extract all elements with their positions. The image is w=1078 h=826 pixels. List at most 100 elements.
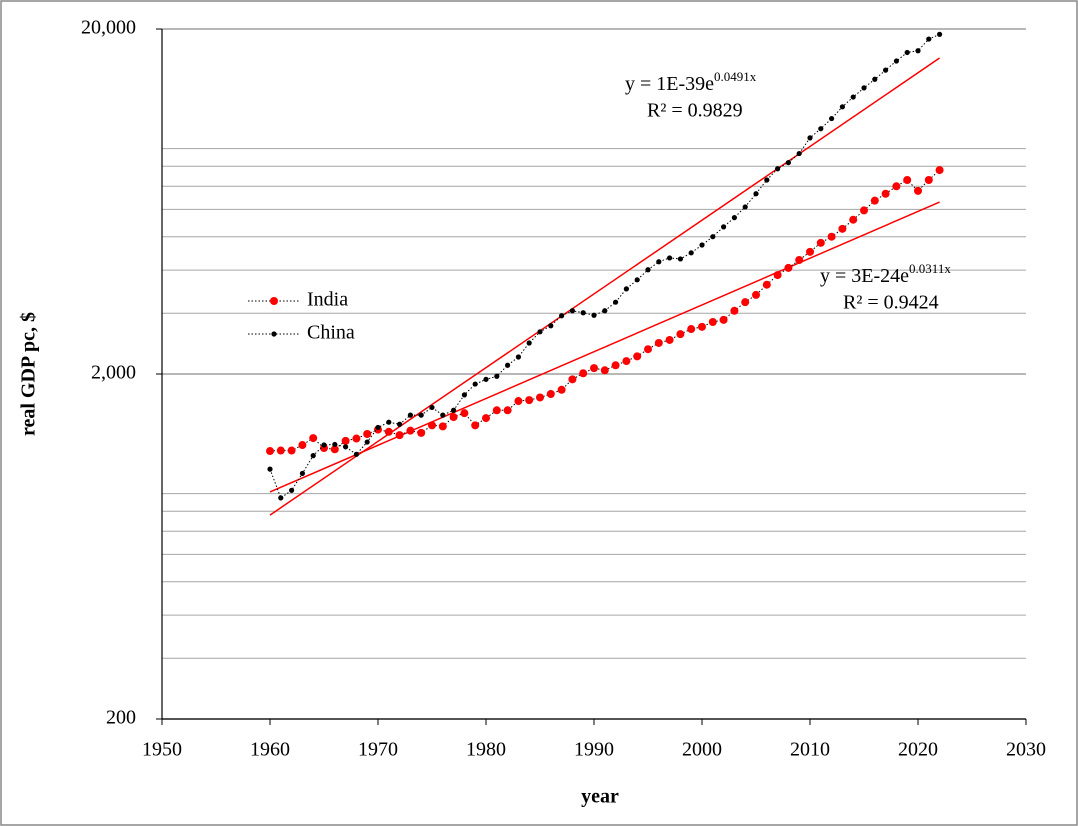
data-point [460, 409, 469, 418]
x-tick-label: 2020 [898, 739, 938, 761]
data-point [353, 451, 359, 457]
data-point [623, 286, 630, 292]
x-tick-label: 1960 [250, 739, 290, 761]
data-point [665, 335, 674, 344]
data-point [710, 234, 716, 240]
data-point [363, 430, 372, 439]
data-point [418, 412, 424, 418]
y-tick-label: 2,000 [91, 362, 136, 384]
data-point [860, 206, 868, 215]
data-point [278, 495, 284, 501]
x-tick-label: 1970 [358, 739, 398, 761]
data-point [482, 414, 490, 423]
data-point [267, 466, 273, 472]
data-point [461, 392, 467, 398]
data-point [503, 406, 512, 415]
data-point [839, 104, 846, 110]
data-point [838, 224, 847, 233]
data-point [775, 166, 781, 172]
trend-equation: y = 3E-24e0.0311x [820, 261, 951, 287]
data-point [773, 271, 782, 280]
data-point [299, 470, 305, 477]
data-point [633, 352, 642, 361]
data-point [731, 215, 738, 221]
data-point [904, 49, 910, 56]
legend-label: China [307, 322, 355, 344]
data-point [472, 381, 478, 387]
data-point [514, 397, 523, 406]
data-point [656, 259, 662, 265]
equation-exponent: 0.0311x [909, 261, 951, 276]
data-point [667, 255, 673, 261]
series-line [269, 33, 940, 499]
trendline [269, 201, 940, 493]
data-point [698, 322, 706, 331]
data-point [440, 412, 446, 418]
data-point [937, 31, 943, 37]
data-point [384, 427, 393, 436]
data-point [914, 186, 922, 195]
data-point [870, 196, 879, 205]
data-point [579, 369, 588, 378]
data-point [449, 413, 458, 422]
data-point [861, 85, 867, 91]
data-point [677, 256, 684, 262]
data-point [341, 436, 350, 445]
x-tick-label: 2030 [1006, 739, 1046, 761]
data-point [796, 150, 802, 157]
x-tick-label: 1990 [574, 739, 614, 761]
data-point [816, 238, 825, 247]
y-axis-label: real GDP pc, $ [18, 312, 40, 436]
data-point [395, 431, 404, 440]
equation-base: y = 1E-39e [625, 73, 714, 95]
trendline [269, 57, 941, 516]
data-point [451, 407, 457, 413]
data-point [784, 263, 793, 272]
trend-r2: R² = 0.9829 [647, 100, 743, 122]
data-point [881, 189, 890, 198]
y-tick-label: 200 [106, 707, 136, 729]
data-point [546, 390, 555, 399]
x-tick-label: 1950 [142, 739, 182, 761]
data-point [343, 444, 349, 450]
data-point [515, 354, 522, 360]
trend-r2: R² = 0.9424 [843, 292, 939, 314]
x-tick-label: 2010 [790, 739, 830, 761]
equation-base: y = 3E-24e [820, 265, 909, 287]
legend-marker [270, 297, 278, 305]
data-point [613, 299, 619, 305]
data-point [536, 393, 544, 402]
data-point [915, 48, 921, 54]
data-point [883, 67, 889, 73]
data-point [548, 323, 554, 329]
data-point [644, 345, 652, 354]
data-point [352, 434, 361, 443]
data-point [752, 290, 760, 299]
data-point [762, 280, 771, 289]
x-tick-label: 2000 [682, 739, 722, 761]
data-point [721, 224, 727, 230]
x-tick-label: 1980 [466, 739, 506, 761]
data-point [568, 375, 577, 384]
data-point [699, 242, 705, 248]
data-point [611, 361, 620, 370]
data-point [785, 159, 792, 166]
data-point [298, 441, 307, 450]
data-point [525, 396, 534, 405]
data-point [429, 404, 435, 411]
data-point [375, 424, 381, 431]
data-point [537, 329, 543, 335]
data-point [559, 313, 565, 319]
data-point [332, 441, 338, 448]
data-point [764, 177, 770, 183]
data-point [557, 385, 566, 394]
data-point [591, 312, 597, 318]
data-point [289, 487, 295, 493]
data-point [397, 421, 403, 427]
data-point [266, 447, 274, 456]
legend-marker [271, 331, 277, 337]
data-point [276, 446, 285, 455]
data-point [849, 215, 858, 224]
data-point [622, 357, 631, 366]
